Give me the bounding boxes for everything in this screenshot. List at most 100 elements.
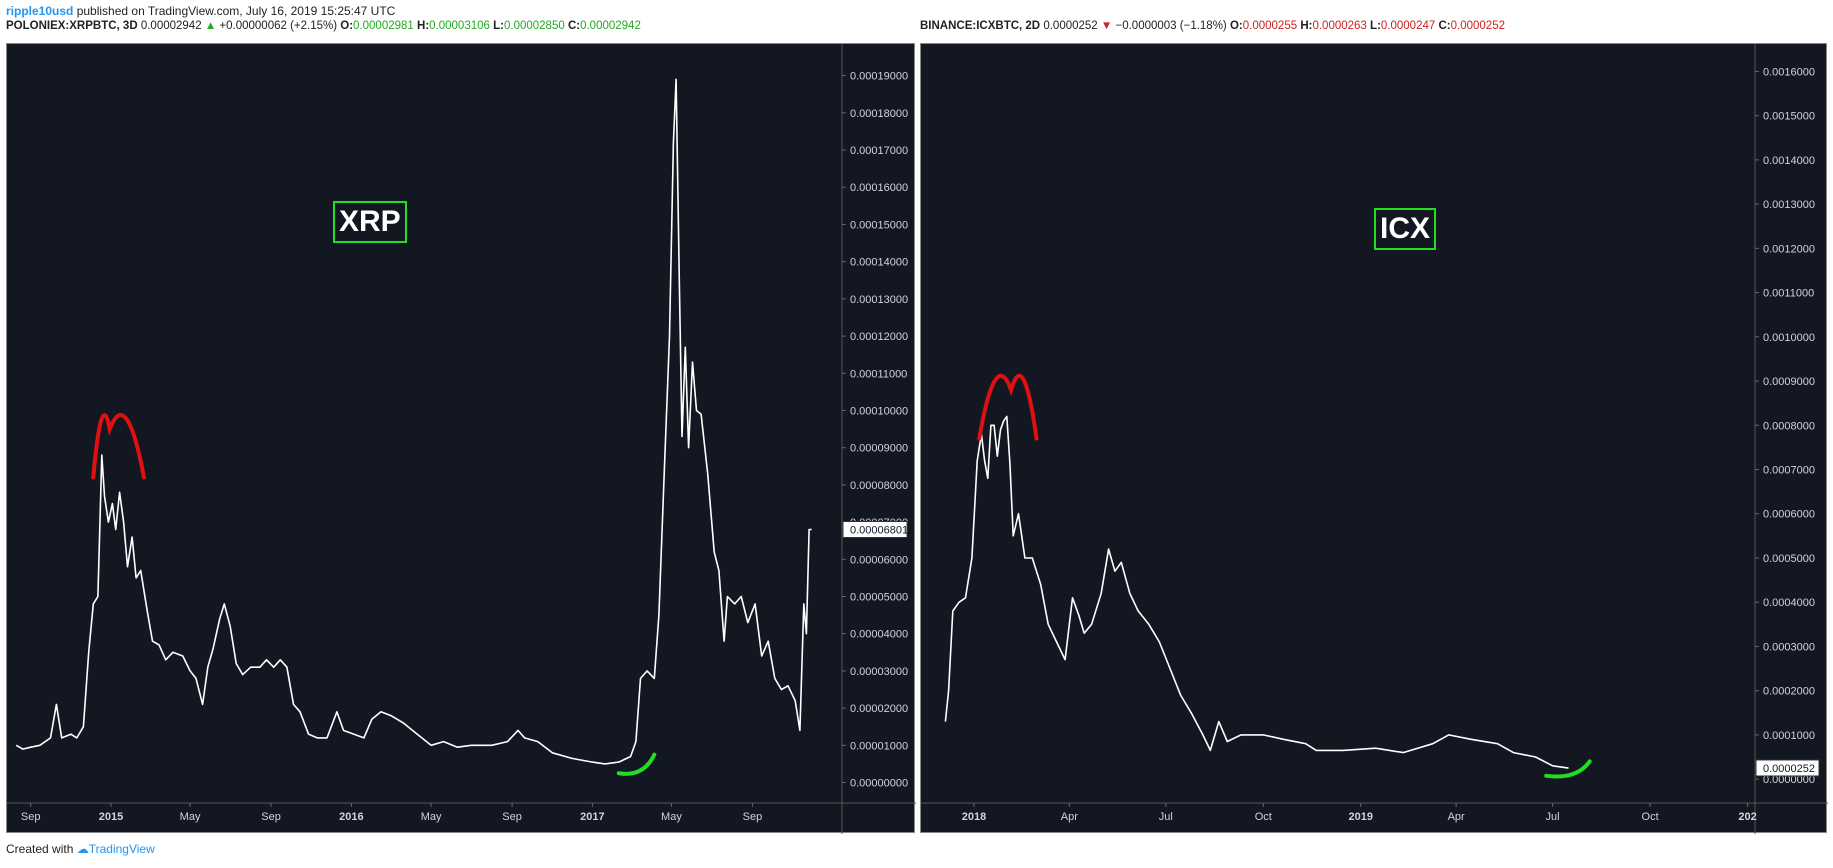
icx-y-tick-label: 0.0001000 <box>1763 730 1815 742</box>
left-close: 0.00002942 <box>580 20 641 32</box>
xrp-x-tick-label: 2017 <box>580 811 604 823</box>
icx-y-tick-label: 0.0012000 <box>1763 243 1815 255</box>
xrp-y-tick-label: 0.00006000 <box>850 554 908 566</box>
left-ohlc-line: POLONIEX:XRPBTC, 3D 0.00002942 ▲ +0.0000… <box>6 20 641 32</box>
icx-y-tick-label: 0.0005000 <box>1763 553 1815 565</box>
xrp-x-tick-label: Sep <box>743 811 763 823</box>
publish-line: ripple10usd published on TradingView.com… <box>6 4 395 18</box>
left-close-label: C: <box>567 20 581 32</box>
username-link[interactable]: ripple10usd <box>6 4 74 18</box>
tradingview-link[interactable]: TradingView <box>88 842 155 856</box>
right-ohlc-line: BINANCE:ICXBTC, 2D 0.0000252 ▼ −0.000000… <box>920 20 1505 32</box>
xrp-x-tick-label: May <box>180 811 201 823</box>
xrp-y-tick-label: 0.00001000 <box>850 740 908 752</box>
xrp-y-tick-label: 0.00015000 <box>850 219 908 231</box>
xrp-y-tick-label: 0.00016000 <box>850 182 908 194</box>
xrp-last-price-tag: 0.00006801 <box>842 520 908 538</box>
icx-last-price-text: 0.0000252 <box>1763 763 1815 775</box>
xrp-y-tick-label: 0.00013000 <box>850 294 908 306</box>
icx-y-tick-label: 0.0002000 <box>1763 686 1815 698</box>
icx-x-tick-label: Apr <box>1061 811 1078 823</box>
right-symbol: BINANCE:ICXBTC, 2D <box>920 20 1041 32</box>
xrp-last-price-text: 0.00006801 <box>850 524 908 536</box>
xrp-x-tick-label: 2016 <box>339 811 363 823</box>
icx-x-tick-label: 202 <box>1738 811 1756 823</box>
icx-y-tick-label: 0.0008000 <box>1763 420 1815 432</box>
tradingview-logo-icon[interactable]: ☁ <box>76 842 89 856</box>
icx-x-tick-label: Oct <box>1255 811 1272 823</box>
icx-bottom-marker-arc <box>1544 759 1592 779</box>
xrp-y-tick-label: 0.00019000 <box>850 71 908 83</box>
icx-y-tick-label: 0.0004000 <box>1763 597 1815 609</box>
icx-x-tick-label: Oct <box>1642 811 1659 823</box>
xrp-y-tick-label: 0.00018000 <box>850 108 908 120</box>
icx-y-tick-label: 0.0014000 <box>1763 155 1815 167</box>
right-open: 0.0000255 <box>1242 20 1298 32</box>
icx-chart-svg[interactable]: 0.0016000 0.0015000 0.0014000 0.0013000 0.00… <box>921 44 1828 834</box>
left-up-arrow-icon: ▲ <box>204 20 217 32</box>
icx-y-tick-label: 0.0010000 <box>1763 332 1815 344</box>
icx-price-series-line <box>944 415 1569 769</box>
icx-chart-panel[interactable]: 0.0016000 0.0015000 0.0014000 0.0013000 0.00… <box>920 43 1828 834</box>
icx-last-price-tag: 0.0000252 <box>1755 759 1820 777</box>
icx-x-tick-label: Jul <box>1546 811 1560 823</box>
icx-x-tick-label: 2018 <box>962 811 986 823</box>
xrp-y-tick-label: 0.00014000 <box>850 257 908 269</box>
xrp-x-tick-label: May <box>661 811 682 823</box>
xrp-x-tick-label: Sep <box>502 811 522 823</box>
right-close-label: C: <box>1438 20 1451 32</box>
xrp-chart-panel[interactable]: 0.00019000 0.00018000 0.00017000 0.00016000… <box>6 43 916 834</box>
icx-x-tick-label: 2019 <box>1349 811 1373 823</box>
icx-y-tick-label: 0.0009000 <box>1763 376 1815 388</box>
xrp-x-tick-label: Sep <box>261 811 281 823</box>
icx-y-tick-label: 0.0011000 <box>1763 288 1814 300</box>
xrp-y-tick-label: 0.00003000 <box>850 666 908 678</box>
icx-top-marker-arc <box>977 374 1039 441</box>
left-price: 0.00002942 <box>140 20 202 32</box>
xrp-y-tick-label: 0.00002000 <box>850 703 908 715</box>
xrp-x-tick-label: 2015 <box>99 811 123 823</box>
xrp-y-tick-label: 0.00004000 <box>850 629 908 641</box>
created-with-text: Created with <box>6 842 74 856</box>
icx-y-tick-label: 0.0007000 <box>1763 465 1815 477</box>
xrp-y-tick-label: 0.00008000 <box>850 480 908 492</box>
icx-y-tick-label: 0.0000000 <box>1763 774 1815 786</box>
published-text: published on TradingView.com, July 16, 2… <box>76 4 396 18</box>
icx-x-tick-label: Jul <box>1159 811 1173 823</box>
xrp-annotation-box: XRP <box>333 201 407 243</box>
xrp-y-tick-label: 0.00011000 <box>850 368 907 380</box>
left-open-label: O: <box>340 20 354 32</box>
xrp-y-tick-label: 0.00012000 <box>850 331 908 343</box>
right-close: 0.0000252 <box>1450 20 1505 32</box>
right-price: 0.0000252 <box>1043 20 1098 32</box>
xrp-y-tick-label: 0.00009000 <box>850 443 908 455</box>
icx-y-tick-label: 0.0003000 <box>1763 641 1815 653</box>
right-high: 0.0000263 <box>1312 20 1367 32</box>
left-change: +0.00000062 (+2.15%) <box>219 20 338 32</box>
xrp-x-tick-label: May <box>421 811 442 823</box>
xrp-y-tick-label: 0.00005000 <box>850 592 908 604</box>
xrp-y-tick-label: 0.00010000 <box>850 405 908 417</box>
left-low-label: L: <box>493 20 504 32</box>
xrp-y-tick-label: 0.00017000 <box>850 145 908 157</box>
xrp-bottom-marker-arc <box>616 752 657 776</box>
xrp-price-series-line <box>15 78 812 765</box>
left-symbol: POLONIEX:XRPBTC, 3D <box>6 20 138 32</box>
footer: Created with ☁TradingView <box>6 842 155 856</box>
left-high: 0.00003106 <box>429 20 490 32</box>
left-high-label: H: <box>417 20 430 32</box>
right-high-label: H: <box>1300 20 1313 32</box>
left-open: 0.00002981 <box>353 20 414 32</box>
xrp-chart-svg[interactable]: 0.00019000 0.00018000 0.00017000 0.00016000… <box>7 44 916 834</box>
xrp-y-tick-label: 0.00000000 <box>850 778 908 790</box>
icx-annotation-box: ICX <box>1374 208 1437 250</box>
xrp-x-tick-label: Sep <box>21 811 41 823</box>
right-down-arrow-icon: ▼ <box>1100 20 1113 32</box>
icx-x-tick-label: Apr <box>1448 811 1465 823</box>
xrp-top-marker-arc <box>91 413 146 480</box>
icx-y-tick-label: 0.0006000 <box>1763 509 1815 521</box>
left-low: 0.00002850 <box>503 20 565 32</box>
right-change: −0.0000003 (−1.18%) <box>1115 20 1227 32</box>
icx-y-tick-label: 0.0016000 <box>1763 66 1815 78</box>
right-open-label: O: <box>1229 20 1243 32</box>
